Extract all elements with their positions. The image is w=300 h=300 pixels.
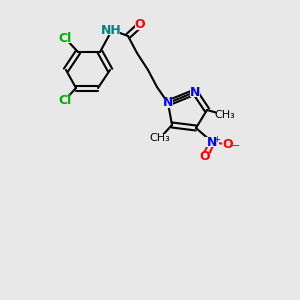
Text: CH₃: CH₃: [214, 110, 236, 120]
Text: N: N: [163, 97, 173, 110]
FancyBboxPatch shape: [163, 98, 173, 107]
FancyBboxPatch shape: [222, 140, 238, 149]
Text: CH₃: CH₃: [150, 133, 170, 143]
FancyBboxPatch shape: [59, 34, 71, 43]
FancyBboxPatch shape: [216, 110, 234, 119]
Text: NH: NH: [100, 23, 122, 37]
Text: Cl: Cl: [58, 94, 72, 106]
Text: N: N: [207, 136, 217, 148]
Text: O: O: [200, 151, 210, 164]
Text: −: −: [231, 141, 241, 151]
FancyBboxPatch shape: [190, 88, 200, 97]
Text: +: +: [214, 136, 220, 145]
FancyBboxPatch shape: [205, 137, 219, 147]
Text: N: N: [190, 85, 200, 98]
FancyBboxPatch shape: [104, 26, 120, 34]
FancyBboxPatch shape: [59, 95, 71, 104]
FancyBboxPatch shape: [200, 152, 210, 161]
FancyBboxPatch shape: [151, 134, 169, 142]
Text: Cl: Cl: [58, 32, 72, 44]
Text: O: O: [135, 19, 145, 32]
FancyBboxPatch shape: [135, 20, 145, 29]
Text: O: O: [223, 139, 233, 152]
